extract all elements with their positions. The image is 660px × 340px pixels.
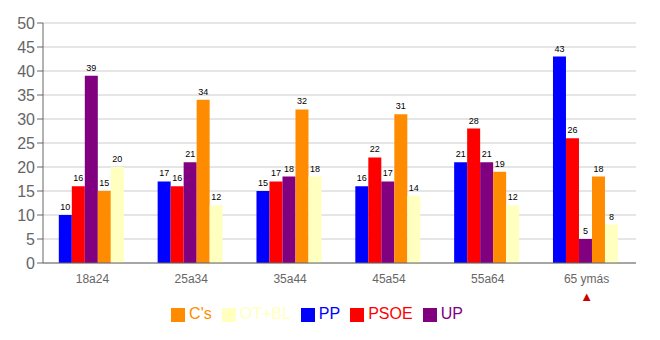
- svg-text:39: 39: [86, 63, 96, 73]
- svg-text:28: 28: [469, 116, 479, 126]
- svg-text:65 ymás: 65 ymás: [564, 272, 609, 286]
- svg-text:50: 50: [17, 15, 35, 32]
- svg-text:8: 8: [609, 212, 614, 222]
- svg-text:18a24: 18a24: [76, 272, 110, 286]
- svg-text:25: 25: [17, 135, 35, 152]
- svg-text:30: 30: [17, 111, 35, 128]
- svg-text:16: 16: [73, 173, 83, 183]
- svg-text:10: 10: [60, 202, 70, 212]
- svg-text:20: 20: [112, 154, 122, 164]
- svg-text:15: 15: [17, 183, 35, 200]
- svg-text:43: 43: [554, 44, 564, 54]
- svg-text:35a44: 35a44: [273, 272, 307, 286]
- svg-text:31: 31: [396, 101, 406, 111]
- svg-text:14: 14: [409, 183, 419, 193]
- svg-text:45a54: 45a54: [372, 272, 406, 286]
- svg-text:19: 19: [495, 159, 505, 169]
- svg-text:21: 21: [456, 149, 466, 159]
- svg-text:21: 21: [185, 149, 195, 159]
- svg-text:45: 45: [17, 39, 35, 56]
- svg-text:18: 18: [593, 164, 603, 174]
- html-text:C's: C's: [189, 305, 212, 322]
- svg-text:5: 5: [26, 231, 35, 248]
- svg-text:18: 18: [284, 164, 294, 174]
- svg-text:18: 18: [310, 164, 320, 174]
- html-text:PSOE: PSOE: [368, 305, 413, 322]
- svg-text:26: 26: [567, 125, 577, 135]
- svg-text:15: 15: [99, 178, 109, 188]
- svg-text:35: 35: [17, 87, 35, 104]
- svg-text:32: 32: [297, 96, 307, 106]
- svg-text:34: 34: [198, 87, 208, 97]
- svg-text:22: 22: [370, 144, 380, 154]
- svg-text:21: 21: [482, 149, 492, 159]
- svg-text:17: 17: [383, 168, 393, 178]
- svg-text:12: 12: [508, 192, 518, 202]
- svg-text:5: 5: [583, 226, 588, 236]
- svg-text:▲: ▲: [580, 289, 593, 304]
- svg-text:12: 12: [211, 192, 221, 202]
- svg-text:10: 10: [17, 207, 35, 224]
- svg-text:55a64: 55a64: [471, 272, 505, 286]
- svg-text:17: 17: [271, 168, 281, 178]
- svg-text:16: 16: [172, 173, 182, 183]
- html-text:PP: PP: [318, 305, 341, 322]
- svg-text:25a34: 25a34: [175, 272, 209, 286]
- svg-text:16: 16: [357, 173, 367, 183]
- svg-text:17: 17: [159, 168, 169, 178]
- svg-text:20: 20: [17, 159, 35, 176]
- svg-text:15: 15: [258, 178, 268, 188]
- html-text:OT+BL: OT+BL: [239, 305, 291, 322]
- svg-text:0: 0: [26, 255, 35, 272]
- html-text:UP: UP: [440, 305, 463, 322]
- svg-text:40: 40: [17, 63, 35, 80]
